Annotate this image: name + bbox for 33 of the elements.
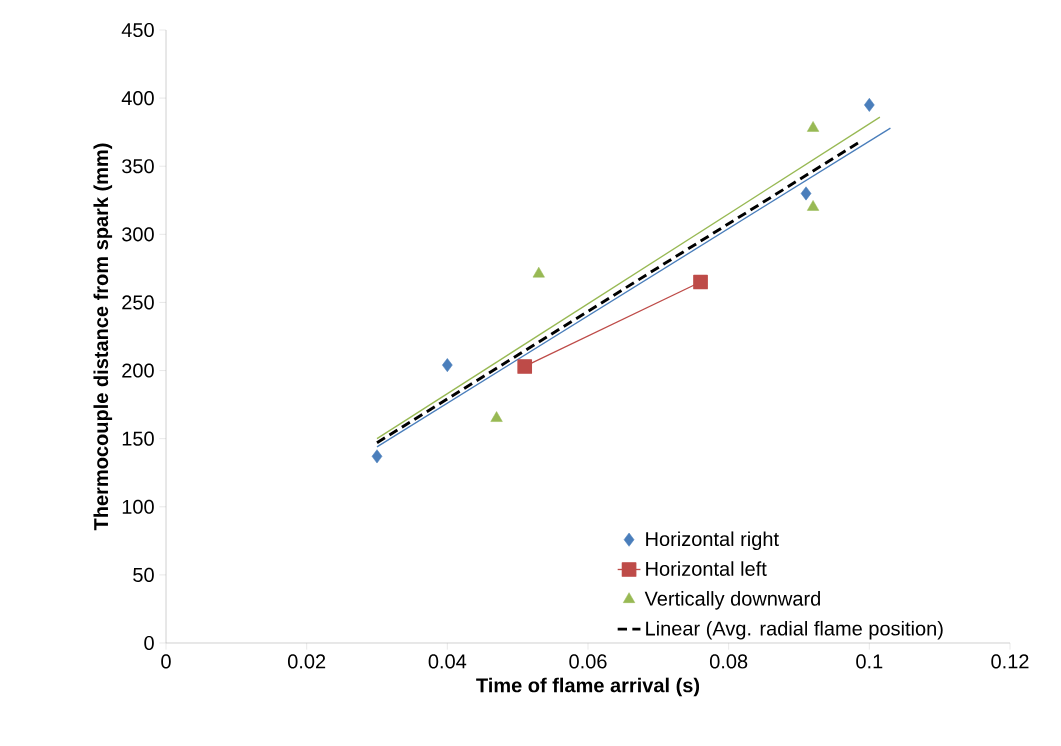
x-axis-title: Time of flame arrival (s) [476, 677, 700, 697]
y-tick-label: 50 [133, 567, 154, 582]
y-tick-label: 400 [121, 91, 154, 106]
point [800, 186, 812, 201]
point [807, 121, 820, 132]
x-tick-label: 0.06 [569, 654, 607, 669]
x-tick-label: 0.04 [428, 654, 467, 669]
y-tick-label: 350 [122, 159, 154, 174]
y-tick-label: 450 [121, 22, 154, 38]
y-tick-label: 0 [144, 635, 154, 651]
x-tick-label: 0 [161, 654, 171, 669]
y-tick-label: 100 [122, 499, 154, 514]
point [807, 200, 820, 211]
y-tick-label: 200 [122, 363, 154, 378]
y-axis-title: Thermocouple distance from spark (mm) [93, 143, 113, 531]
x-tick-label: 0.1 [856, 654, 883, 669]
y-tick-label: 150 [122, 431, 154, 446]
point [864, 97, 875, 112]
y-tick-label: 250 [122, 295, 154, 310]
x-tick-label: 0.08 [709, 654, 748, 669]
legend-label: Horizontal left [646, 561, 767, 576]
x-tick-label: 0.02 [287, 654, 326, 669]
legend-label: Linear (Avg. radial flame position) [646, 620, 943, 640]
point [532, 266, 545, 278]
x-tick-label: 0.12 [991, 654, 1029, 669]
point [517, 359, 533, 374]
legend-label: Horizontal right [646, 531, 779, 551]
point [693, 274, 708, 290]
point [490, 411, 503, 422]
y-tick-label: 300 [122, 227, 154, 242]
point [442, 358, 453, 373]
legend-label: Vertically downward [644, 591, 820, 610]
point [371, 449, 383, 464]
